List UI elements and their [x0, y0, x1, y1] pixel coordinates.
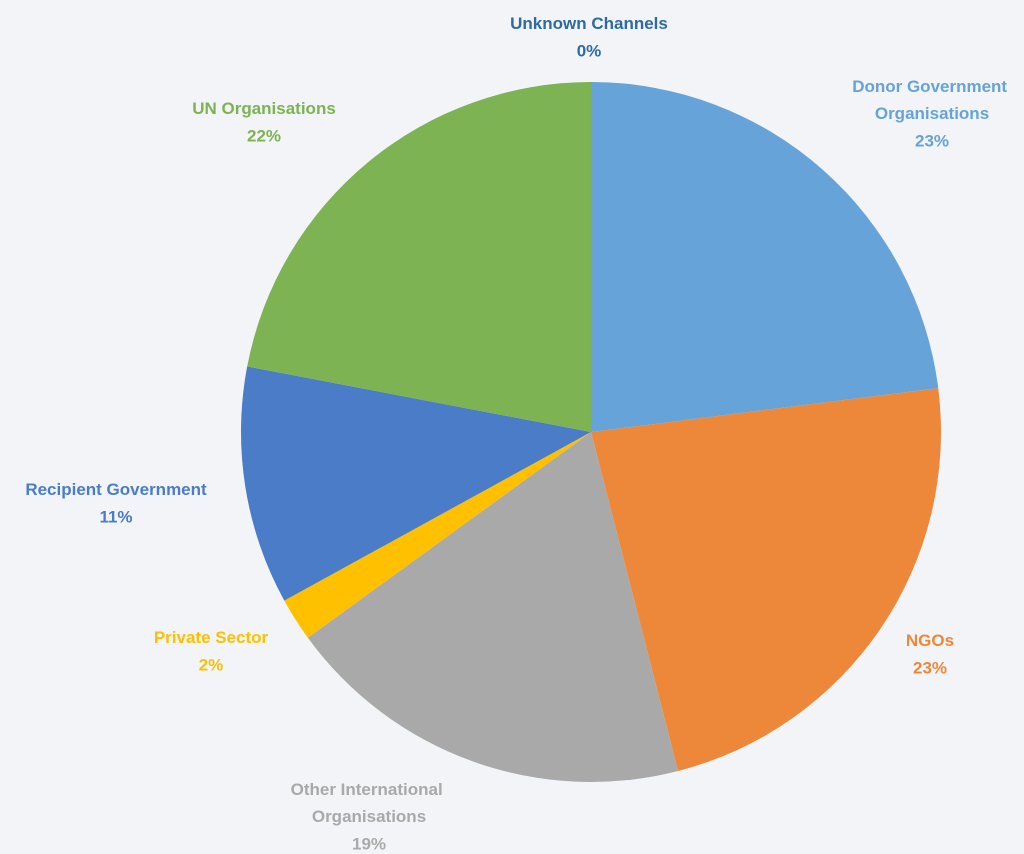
slice-value-label: 11% [99, 507, 132, 526]
slice-value-label: 2% [199, 655, 224, 674]
slice-label: Donor Government Organisations [852, 77, 1012, 123]
slice-label: Private Sector [154, 628, 269, 647]
slice-value-label: 0% [577, 41, 602, 60]
pie-slice [591, 388, 941, 772]
slice-label: UN Organisations [192, 99, 336, 118]
pie-slice [247, 82, 591, 432]
pie-slice [241, 366, 592, 601]
pie-slice [591, 82, 939, 432]
slice-label: Other International Organisations [291, 780, 448, 826]
slice-value-label: 22% [247, 126, 281, 145]
slice-label: Unknown Channels [510, 14, 668, 33]
pie-slice [284, 432, 591, 638]
slice-value-label: 19% [352, 834, 386, 853]
slice-label: NGOs [906, 631, 954, 650]
slice-value-label: 23% [915, 131, 949, 150]
slice-value-label: 23% [913, 658, 947, 677]
slice-label: Recipient Government [25, 480, 207, 499]
pie-slice [307, 432, 679, 782]
